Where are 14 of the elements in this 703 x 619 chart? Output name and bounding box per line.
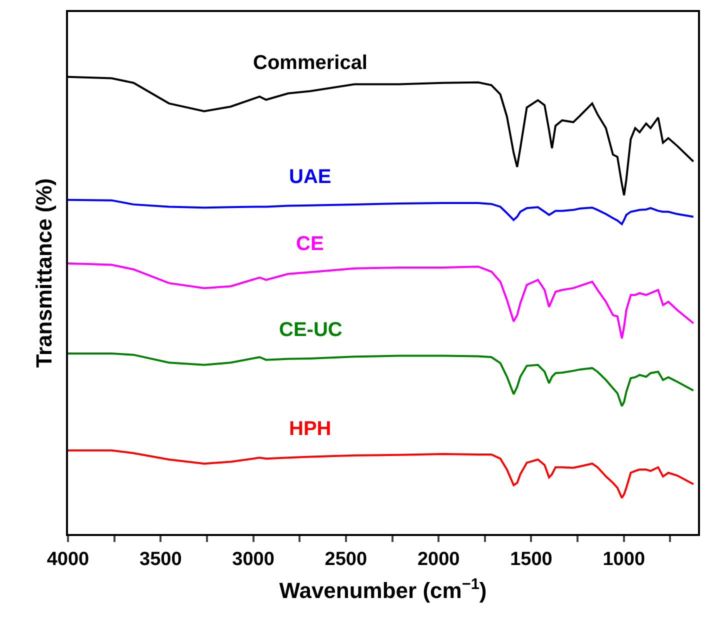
series-label: CE xyxy=(296,233,324,255)
x-tick-label: 4000 xyxy=(46,548,90,570)
x-axis-title: Wavenumber (cm$^{−1}$) xyxy=(279,576,487,604)
series-label: HPH xyxy=(289,418,332,440)
x-tick-label: 2000 xyxy=(417,548,460,570)
x-tick-label: 3000 xyxy=(232,548,274,570)
x-tick-label: 1500 xyxy=(510,548,552,570)
y-axis-title: Transmittance (%) xyxy=(31,178,56,368)
x-tick-label: 1000 xyxy=(602,548,646,570)
x-tick-label: 3500 xyxy=(140,548,182,570)
series-label: Commerical xyxy=(253,52,368,74)
series-label: CE-UC xyxy=(279,319,342,341)
series-label: UAE xyxy=(289,166,332,188)
x-tick-label: 2500 xyxy=(324,548,368,570)
